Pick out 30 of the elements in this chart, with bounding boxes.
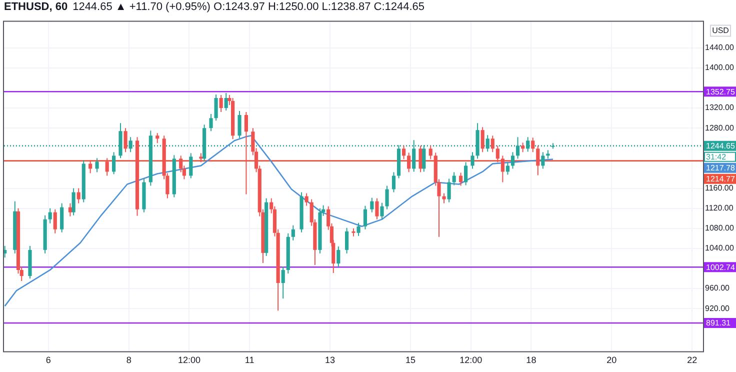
y-axis-title: USD	[712, 26, 730, 36]
ref-line-label: 1002.74	[706, 262, 736, 272]
x-tick-label: 12:00	[178, 355, 200, 366]
x-tick-label: 20	[606, 355, 617, 366]
y-tick-label: 1400.00	[705, 63, 734, 72]
y-tick-label: 1120.00	[705, 204, 734, 213]
y-tick-label: 1320.00	[705, 103, 734, 112]
chart-title: ETHUSD, 60	[4, 1, 68, 13]
ref-line-label: 1244.65	[706, 142, 736, 151]
y-tick-label: 920.00	[705, 304, 730, 313]
x-tick-label: 22	[687, 355, 698, 366]
x-tick-label: 15	[405, 355, 416, 366]
x-tick-label: 12:00	[460, 355, 482, 366]
y-tick-label: 960.00	[705, 284, 730, 293]
y-tick-label: 1280.00	[705, 123, 734, 132]
y-tick-label: 1080.00	[705, 224, 734, 233]
ref-line-label: 891.31	[706, 318, 732, 328]
text: 1217.78	[706, 164, 736, 173]
ref-line-label: 1352.75	[706, 87, 736, 96]
x-tick-label: 8	[126, 355, 132, 366]
x-tick-label: 18	[526, 355, 536, 366]
y-tick-label: 1440.00	[705, 43, 734, 52]
chart-subtitle: 1244.65 ▲ +11.70 (+0.95%) O:1243.97 H:1250.00 L:1238.87 C:1244.65	[72, 1, 425, 13]
y-tick-label: 1040.00	[705, 244, 734, 253]
y-tick-label: 1160.00	[705, 183, 734, 192]
ref-line-label: 1214.77	[706, 174, 736, 184]
x-tick-label: 11	[244, 355, 254, 366]
x-tick-label: 13	[325, 355, 336, 366]
text: 31:42	[706, 152, 727, 162]
x-tick-label: 6	[46, 355, 51, 366]
